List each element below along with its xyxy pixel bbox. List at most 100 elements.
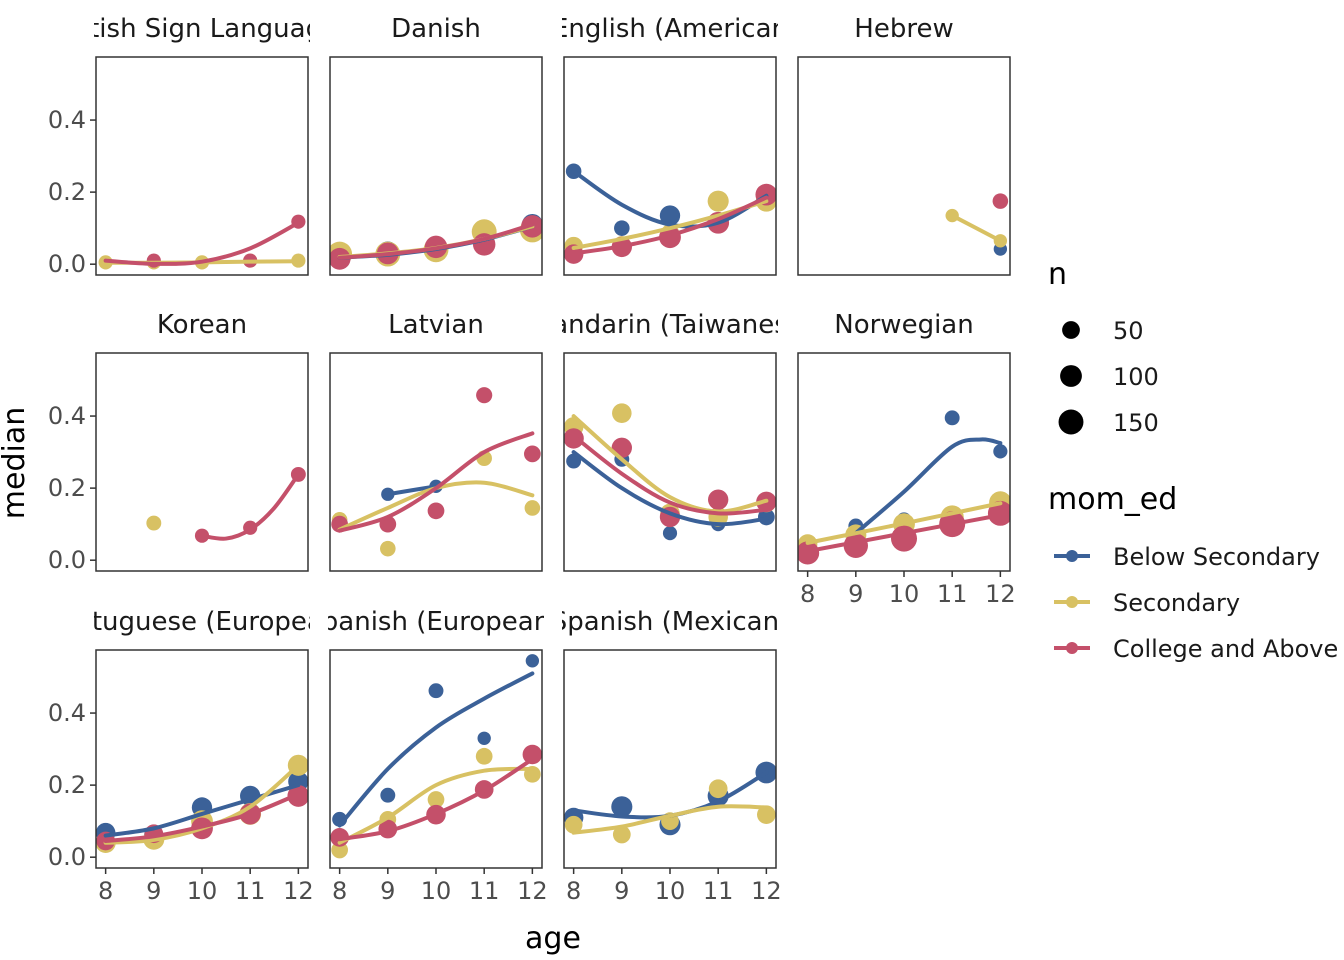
data-point xyxy=(611,796,633,818)
color-legend-dot xyxy=(1066,642,1078,654)
panel-border xyxy=(95,56,309,276)
facet-strip-label: Korean xyxy=(157,310,247,340)
facet-strip-label: andarin (Taiwanes xyxy=(552,310,788,340)
x-tick-label: 8 xyxy=(800,580,815,608)
smooth-trend-line xyxy=(385,484,438,497)
color-legend-title: mom_ed xyxy=(1048,482,1177,517)
smooth-trend-line xyxy=(805,501,1003,545)
x-tick-label: 11 xyxy=(937,580,968,608)
x-tick-label: 10 xyxy=(421,877,452,905)
data-point xyxy=(662,526,678,541)
y-tick-label: 0.4 xyxy=(48,106,86,134)
x-tick-label: 9 xyxy=(614,877,629,905)
x-tick-label: 12 xyxy=(283,877,314,905)
x-axis-title: age xyxy=(525,921,581,956)
size-legend-key xyxy=(1062,321,1080,339)
facet-data xyxy=(798,410,1010,565)
facet-strip-label: rtuguese (Europea xyxy=(81,607,323,637)
data-point xyxy=(427,502,445,520)
size-legend-label: 150 xyxy=(1113,409,1159,437)
y-axis-title: median xyxy=(0,407,32,519)
facet-strip-label: Latvian xyxy=(388,310,484,340)
facet-panels: itish Sign Languag 0.0 0.2 0.4 Danish English… xyxy=(48,14,1016,905)
y-tick-label: 0.2 xyxy=(48,178,86,206)
smooth-trend-line xyxy=(571,450,769,527)
data-point xyxy=(475,747,493,765)
smooth-trend-line xyxy=(337,431,535,533)
data-point xyxy=(987,500,1010,526)
data-point xyxy=(523,445,541,463)
smooth-trend-line xyxy=(853,437,1003,536)
color-legend-dot xyxy=(1066,596,1078,608)
data-point xyxy=(707,190,729,212)
smooth-trend-line xyxy=(337,766,535,845)
facet-panel: Danish xyxy=(329,14,543,276)
data-point xyxy=(992,193,1009,209)
facet-data xyxy=(146,466,306,543)
facet-data xyxy=(330,654,542,859)
color-legend-dot xyxy=(1066,550,1078,562)
smooth-trend-line xyxy=(103,220,301,266)
facet-panel: panish (European 8 9 10 11 12 xyxy=(328,607,548,905)
y-tick-label: 0.2 xyxy=(48,474,86,502)
y-tick-label: 0.4 xyxy=(48,699,86,727)
smooth-trend-line xyxy=(200,472,301,541)
facet-data xyxy=(98,214,306,270)
x-tick-label: 9 xyxy=(848,580,863,608)
facet-strip-label: itish Sign Languag xyxy=(82,14,322,44)
data-point xyxy=(477,731,491,745)
facet-strip-label: Hebrew xyxy=(854,14,953,44)
facet-data xyxy=(330,214,542,270)
x-tick-label: 11 xyxy=(235,877,266,905)
facet-panel: English (American xyxy=(562,14,778,276)
y-tick-label: 0.0 xyxy=(48,843,86,871)
data-point xyxy=(614,220,630,236)
size-legend-label: 100 xyxy=(1113,363,1159,391)
size-legend-key xyxy=(1058,409,1084,435)
x-tick-label: 11 xyxy=(469,877,500,905)
data-point xyxy=(380,540,396,557)
smooth-trend-line xyxy=(571,804,769,835)
x-tick-label: 9 xyxy=(380,877,395,905)
x-tick-label: 12 xyxy=(517,877,548,905)
data-point xyxy=(331,841,349,859)
smooth-trend-line xyxy=(571,414,769,514)
facet-panel: Hebrew xyxy=(797,14,1011,276)
panel-border xyxy=(563,352,777,572)
panel-border xyxy=(95,352,309,572)
panel-border xyxy=(563,56,777,276)
axis-titles: age median xyxy=(0,407,581,956)
legend: n mom_ed 50 100 150 Below Secondary Secondar… xyxy=(1048,257,1338,663)
panel-border xyxy=(329,56,543,276)
color-legend-label: Secondary xyxy=(1113,589,1240,617)
data-point xyxy=(612,403,632,423)
size-legend-title: n xyxy=(1048,257,1067,292)
facet-strip-label: Norwegian xyxy=(834,310,973,340)
data-point xyxy=(944,410,960,426)
y-tick-label: 0.2 xyxy=(48,771,86,799)
facet-panel: Norwegian 8 9 10 11 12 xyxy=(797,310,1016,608)
data-point xyxy=(524,500,541,516)
smooth-trend-line xyxy=(337,671,535,828)
smooth-trend-line xyxy=(571,770,769,820)
facet-data xyxy=(945,193,1009,256)
size-legend-label: 50 xyxy=(1113,317,1144,345)
y-tick-label: 0.0 xyxy=(48,250,86,278)
facet-data xyxy=(331,387,541,557)
facet-strip-label: Spanish (Mexican) xyxy=(551,607,790,637)
facet-data xyxy=(564,761,776,844)
data-point xyxy=(708,779,728,799)
smooth-trend-line xyxy=(571,433,769,516)
smooth-trend-line xyxy=(950,213,1003,243)
data-point xyxy=(476,387,493,404)
smooth-trend-line xyxy=(337,222,535,260)
panel-border xyxy=(329,352,543,572)
color-legend-label: College and Above xyxy=(1113,635,1338,663)
facet-panel: Spanish (Mexican) 8 9 10 11 12 xyxy=(551,607,790,905)
x-tick-label: 8 xyxy=(332,877,347,905)
facet-panel: Korean 0.0 0.2 0.4 xyxy=(48,310,309,574)
facet-data xyxy=(564,403,776,541)
x-tick-label: 10 xyxy=(889,580,920,608)
size-legend-key xyxy=(1060,365,1082,387)
